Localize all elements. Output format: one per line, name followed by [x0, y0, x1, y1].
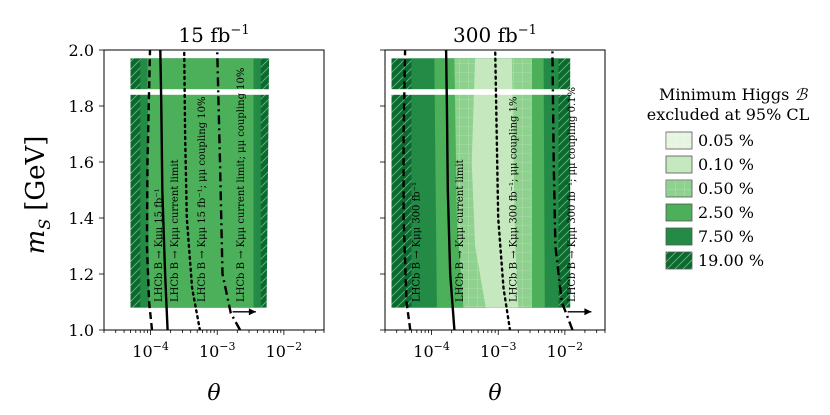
gap-band: [385, 89, 605, 95]
legend-label: 0.10 %: [698, 155, 754, 174]
legend-entry: 2.50 %: [665, 203, 754, 222]
curve-dotted: [183, 50, 202, 330]
legend-title-symbol: ℬ: [794, 85, 808, 104]
y-label-main: m: [21, 230, 51, 255]
legend-swatch-hatch: [666, 180, 692, 197]
curve-label: LHCb B → Kμμ 300 fb⁻¹; μμ coupling 0.1%: [567, 87, 578, 302]
legend-title-line1: Minimum Higgs ℬ: [659, 85, 809, 104]
y-label-unit: [GeV]: [21, 136, 51, 211]
legend-swatch: [665, 227, 693, 246]
x-tick-label: 10−4: [132, 340, 169, 361]
x-tick-base: 10: [413, 342, 433, 361]
curve-label: LHCb B → Kμμ 300 fb⁻¹: [412, 182, 423, 302]
x-tick-base: 10: [199, 342, 219, 361]
x-tick-base: 10: [132, 342, 152, 361]
panel-1: LHCb B → Kμμ 15 fb⁻¹ LHCb B → Kμμ current…: [69, 23, 325, 406]
plot-area: LHCb B → Kμμ 15 fb⁻¹ LHCb B → Kμμ current…: [104, 50, 324, 330]
legend-entry: 7.50 %: [665, 227, 754, 246]
legend-swatch: [665, 155, 693, 174]
legend-label: 19.00 %: [698, 251, 764, 270]
region-level-3: [147, 58, 254, 308]
curve-label: LHCb B → Kμμ 300 fb⁻¹; μμ coupling 1%: [509, 97, 520, 302]
curve-label: LHCb B → Kμμ 15 fb⁻¹: [154, 188, 165, 302]
panel-title: 300 fb−1: [453, 23, 537, 47]
panel-title-sup: −1: [230, 23, 249, 38]
curve-label: LHCb B → Kμμ 15 fb⁻¹; μμ coupling 10%: [197, 97, 208, 302]
x-tick-base: 10: [480, 342, 500, 361]
x-tick-exp: −3: [219, 340, 235, 353]
x-axis-label: θ: [207, 381, 220, 406]
y-tick-label: 1.6: [69, 153, 94, 172]
legend-label: 0.50 %: [698, 179, 754, 198]
x-tick-label: 10−4: [413, 340, 450, 361]
chart-panels: LHCb B → Kμμ 15 fb⁻¹ LHCb B → Kμμ current…: [69, 23, 606, 406]
curve-solid: [444, 50, 456, 330]
y-tick-label: 1.4: [69, 209, 94, 228]
arrow-head: [248, 308, 256, 316]
x-tick-base: 10: [266, 342, 286, 361]
curve-label: LHCb B → Kμμ current limit: [455, 159, 466, 302]
curve-dashdot: [216, 50, 242, 330]
legend-entries: 0.05 % 0.10 % 0.50 % 2.50 % 7.50 % 19.00 %: [665, 131, 764, 270]
x-tick-exp: −4: [434, 340, 450, 353]
legend-entry: 0.10 %: [665, 155, 754, 174]
legend-swatch-hatch: [666, 132, 692, 149]
legend-entry: 0.05 %: [665, 131, 754, 150]
legend-label: 0.05 %: [698, 131, 754, 150]
gap-band: [104, 89, 324, 95]
curve-dashed: [402, 50, 412, 330]
y-tick-label: 1.0: [69, 321, 94, 340]
region-level-1: [471, 58, 519, 308]
y-tick-label: 1.2: [69, 265, 94, 284]
panel-2: LHCb B → Kμμ 300 fb⁻¹ LHCb B → Kμμ curren…: [380, 23, 606, 406]
curve-dashdot: [551, 50, 574, 330]
curve-label: LHCb B → Kμμ current limit: [170, 159, 181, 302]
x-tick-base: 10: [547, 342, 567, 361]
curve-label: LHCb B → Kμμ current limit; μμ coupling …: [236, 68, 247, 302]
x-tick-exp: −2: [286, 340, 302, 353]
x-axis-label: θ: [488, 381, 501, 406]
legend-swatch-hatch: [666, 252, 692, 269]
legend-entry: 0.50 %: [665, 179, 754, 198]
x-tick-exp: −3: [500, 340, 516, 353]
legend-label: 7.50 %: [698, 227, 754, 246]
legend-label: 2.50 %: [698, 203, 754, 222]
svg-text:mS[GeV]: mS [GeV]: [21, 136, 54, 255]
panel-title-main: 300 fb: [453, 23, 518, 47]
y-tick-label: 2.0: [69, 41, 94, 60]
panel-title-sup: −1: [518, 23, 537, 38]
x-tick-label: 10−2: [266, 340, 303, 361]
curve-solid: [159, 50, 169, 330]
x-tick-label: 10−2: [547, 340, 584, 361]
legend-title-text: Minimum Higgs: [659, 85, 789, 104]
legend: Minimum Higgs ℬ excluded at 95% CL 0.05 …: [647, 85, 810, 270]
curve-dotted: [494, 50, 512, 330]
legend-title-line2: excluded at 95% CL: [647, 105, 810, 124]
legend-swatch: [665, 203, 693, 222]
y-tick-label: 1.8: [69, 97, 94, 116]
panel-title-main: 15 fb: [178, 23, 230, 47]
y-label-sub: S: [35, 219, 54, 230]
panel-title: 15 fb−1: [178, 23, 249, 47]
x-tick-exp: −4: [153, 340, 169, 353]
arrow-head: [584, 308, 592, 316]
x-tick-label: 10−3: [199, 340, 236, 361]
x-tick-label: 10−3: [480, 340, 517, 361]
legend-entry: 19.00 %: [665, 251, 764, 270]
plot-area: LHCb B → Kμμ 300 fb⁻¹ LHCb B → Kμμ curren…: [385, 50, 605, 330]
y-axis-label: mS [GeV]: [21, 136, 54, 255]
x-tick-exp: −2: [567, 340, 583, 353]
